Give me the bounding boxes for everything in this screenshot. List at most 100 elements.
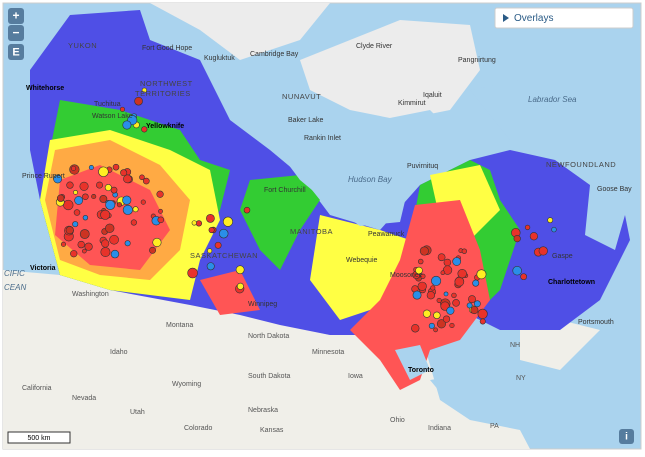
fire-point xyxy=(100,247,111,257)
map-label: MANITOBA xyxy=(290,227,333,236)
fire-point xyxy=(207,248,213,254)
fire-point xyxy=(66,181,74,189)
fire-point xyxy=(443,291,449,297)
fire-point xyxy=(206,262,215,271)
map-label: Kimmirut xyxy=(398,100,426,107)
fire-point xyxy=(411,324,420,333)
map-label: CIFIC xyxy=(4,269,25,278)
fire-point xyxy=(520,273,528,281)
map-label: Hudson Bay xyxy=(348,175,393,184)
fire-point xyxy=(105,200,116,210)
fire-point xyxy=(116,202,123,208)
map-label: Fort Churchill xyxy=(264,187,306,194)
fire-point xyxy=(79,181,89,191)
fire-point xyxy=(468,295,476,304)
land xyxy=(3,270,530,449)
map-label: Moosonee xyxy=(390,272,423,279)
map-label: Iowa xyxy=(348,373,363,380)
fire-point xyxy=(65,226,74,235)
fire-point xyxy=(100,209,111,220)
fire-point xyxy=(218,228,229,239)
fire-point xyxy=(208,227,215,234)
map-label: Iqaluit xyxy=(423,92,442,99)
map-label: Rankin Inlet xyxy=(304,135,341,142)
land xyxy=(3,3,330,60)
fire-point xyxy=(551,226,557,233)
fire-point xyxy=(77,240,85,249)
fire-point xyxy=(123,174,132,184)
fire-point xyxy=(420,273,426,279)
fire-point xyxy=(141,87,147,93)
map-label: Nevada xyxy=(72,395,96,402)
land xyxy=(300,20,480,120)
map-label: Colorado xyxy=(184,425,213,432)
fire-point xyxy=(513,235,521,243)
fire-point xyxy=(417,281,427,291)
map-label: NUNAVUT xyxy=(282,92,321,101)
fire-point xyxy=(442,315,451,323)
fire-point xyxy=(470,306,479,315)
zoom-in-button[interactable]: + xyxy=(8,8,24,24)
fire-point xyxy=(152,237,162,247)
map-label: Charlottetown xyxy=(548,279,595,286)
fire-point xyxy=(236,282,244,290)
land xyxy=(520,320,600,370)
scale-label: 500 km xyxy=(28,435,51,442)
map-label: Indiana xyxy=(428,425,451,432)
fire-point xyxy=(104,184,112,192)
map-label: Portsmouth xyxy=(578,319,614,326)
fire-point xyxy=(477,308,488,319)
fire-point xyxy=(71,165,77,171)
fire-point xyxy=(53,174,63,184)
fire-point xyxy=(99,195,108,203)
fire-point xyxy=(451,292,457,299)
fire-point xyxy=(222,216,233,227)
map-label: TERRITORIES xyxy=(135,89,191,98)
map-label: Minnesota xyxy=(312,349,344,356)
layer-button[interactable]: E xyxy=(8,44,24,60)
fire-point xyxy=(187,267,198,279)
map-label: Gaspe xyxy=(552,253,573,260)
fire-point xyxy=(191,220,197,226)
fire-point xyxy=(446,306,455,315)
overlays-toggle[interactable]: Overlays xyxy=(494,7,634,29)
map-label: Webequie xyxy=(346,257,378,264)
map-label: South Dakota xyxy=(248,373,291,380)
map-label: NEWFOUNDLAND xyxy=(546,160,616,169)
fire-point xyxy=(141,126,148,133)
fire-point xyxy=(195,220,203,227)
map-label: Winnipeg xyxy=(248,301,277,308)
fire-point xyxy=(110,186,118,194)
zoom-out-button[interactable]: − xyxy=(8,25,24,41)
water xyxy=(270,128,410,226)
fire-point xyxy=(512,265,522,276)
map-label: Nebraska xyxy=(248,407,278,414)
map-label: Whitehorse xyxy=(26,85,64,92)
fire-point xyxy=(419,246,429,256)
fire-point xyxy=(73,209,81,216)
fire-point xyxy=(412,290,422,300)
fire-point xyxy=(60,241,67,247)
fire-point xyxy=(109,234,119,245)
fire-point xyxy=(476,269,487,280)
fire-point xyxy=(431,275,442,286)
map-label: Fort Good Hope xyxy=(142,45,192,52)
fire-point xyxy=(547,217,554,224)
fire-point xyxy=(134,96,143,106)
fire-point xyxy=(430,285,436,291)
fire-point xyxy=(74,196,84,205)
fire-point xyxy=(124,240,131,247)
map-label: Pangnirtung xyxy=(458,57,496,64)
fire-point xyxy=(140,199,146,205)
info-button[interactable]: i xyxy=(619,429,634,444)
fire-point xyxy=(479,318,486,325)
water xyxy=(380,110,460,160)
map-label: Puvirnituq xyxy=(407,163,438,170)
fire-point xyxy=(132,206,139,213)
fire-point xyxy=(214,241,222,249)
fire-point xyxy=(130,219,137,226)
zoom-out-label: − xyxy=(12,26,19,40)
fire-point xyxy=(73,189,78,195)
map-label: Victoria xyxy=(30,265,56,272)
